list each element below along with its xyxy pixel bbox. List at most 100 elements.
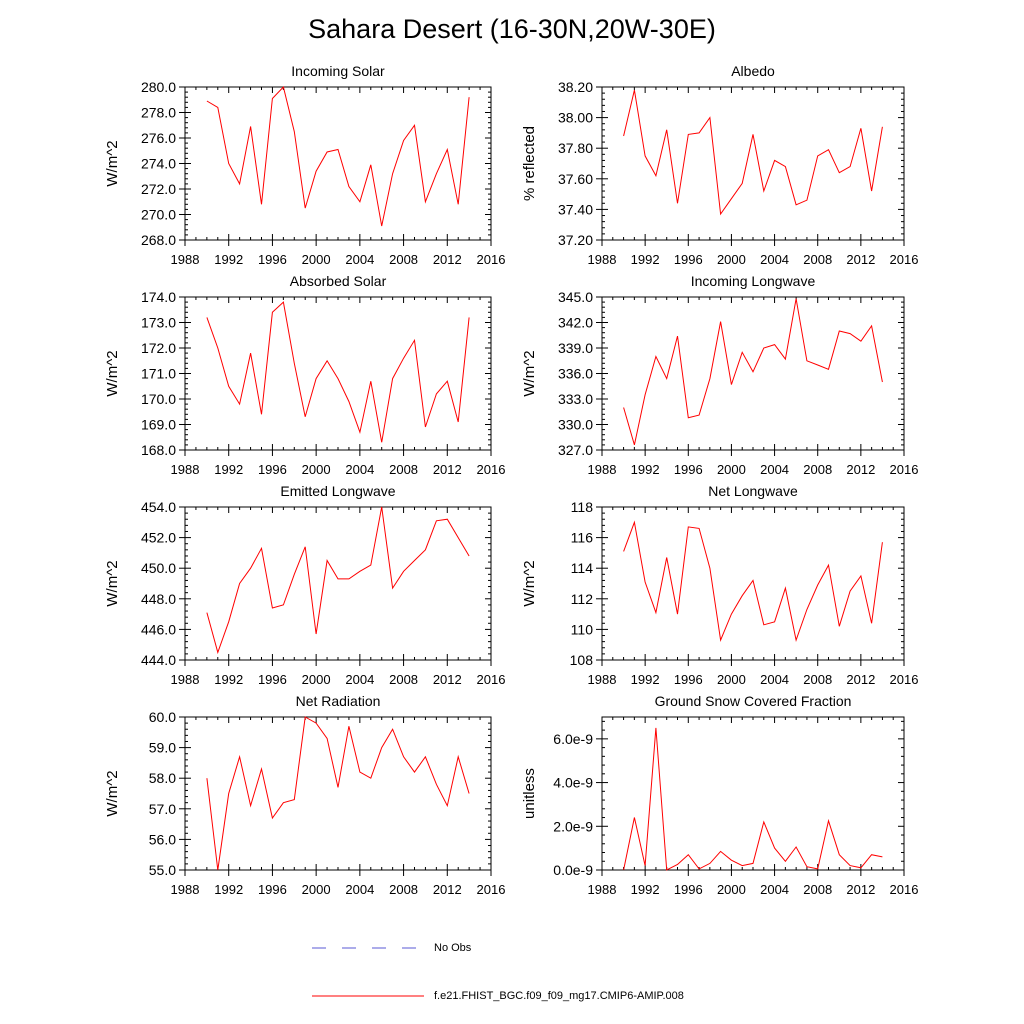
x-tick-label: 1996 bbox=[674, 672, 703, 687]
x-tick-label: 2012 bbox=[846, 672, 875, 687]
legend-label-no-obs: No Obs bbox=[434, 942, 472, 954]
x-tick-label: 2000 bbox=[302, 462, 331, 477]
x-tick-label: 1996 bbox=[674, 252, 703, 267]
series-line-1 bbox=[206, 85, 470, 227]
x-tick-label: 2004 bbox=[345, 882, 374, 897]
y-axis-label: W/m^2 bbox=[521, 560, 538, 606]
x-tick-label: 2008 bbox=[389, 252, 418, 267]
y-tick-label: 168.0 bbox=[141, 442, 176, 458]
legend-label-model: f.e21.FHIST_BGC.f09_f09_mg17.CMIP6-AMIP.… bbox=[434, 990, 684, 1002]
y-tick-label: 336.0 bbox=[558, 366, 593, 382]
chart-panel-5: 1988 1992 1996 2000 2004 2008 2012 2016 444.0 446… bbox=[104, 483, 505, 687]
x-tick-label: 1996 bbox=[258, 252, 287, 267]
y-tick-label: 59.0 bbox=[149, 740, 176, 756]
y-axis-label: W/m^2 bbox=[104, 140, 121, 186]
chart-panel-1: 1988 1992 1996 2000 2004 2008 2012 2016 268.0 270… bbox=[104, 63, 505, 267]
y-tick-label: 272.0 bbox=[141, 181, 176, 197]
x-tick-label: 2016 bbox=[890, 252, 919, 267]
x-tick-label: 1992 bbox=[631, 882, 660, 897]
plot-frame bbox=[184, 86, 492, 241]
y-tick-label: 108 bbox=[570, 652, 594, 668]
plot-frame bbox=[601, 506, 905, 661]
y-tick-label: 60.0 bbox=[149, 709, 176, 725]
y-tick-label: 276.0 bbox=[141, 130, 176, 146]
y-tick-label: 4.0e-9 bbox=[553, 775, 593, 791]
y-tick-label: 37.60 bbox=[558, 171, 593, 187]
y-axis-label: W/m^2 bbox=[104, 770, 121, 816]
y-tick-label: 333.0 bbox=[558, 391, 593, 407]
x-tick-label: 1996 bbox=[258, 882, 287, 897]
legend-swatch-solid bbox=[312, 995, 424, 997]
x-tick-label: 1988 bbox=[171, 462, 200, 477]
y-axis-label: W/m^2 bbox=[104, 350, 121, 396]
series-line-1 bbox=[206, 506, 470, 655]
y-tick-label: 57.0 bbox=[149, 801, 176, 817]
x-tick-label: 2004 bbox=[760, 672, 789, 687]
legend-item-model: f.e21.FHIST_BGC.f09_f09_mg17.CMIP6-AMIP.… bbox=[312, 990, 684, 1002]
x-tick-label: 2008 bbox=[803, 882, 832, 897]
x-tick-label: 2012 bbox=[846, 462, 875, 477]
panel-title: Ground Snow Covered Fraction bbox=[655, 693, 852, 709]
legend-swatch-dashed bbox=[312, 947, 424, 949]
y-tick-label: 446.0 bbox=[141, 621, 176, 637]
y-tick-label: 169.0 bbox=[141, 417, 176, 433]
plot-frame bbox=[601, 716, 905, 871]
plot-frame bbox=[184, 296, 492, 451]
legend-item-no-obs: No Obs bbox=[312, 942, 471, 954]
y-tick-label: 172.0 bbox=[141, 340, 176, 356]
y-tick-label: 6.0e-9 bbox=[553, 731, 593, 747]
chart-panel-7: 1988 1992 1996 2000 2004 2008 2012 2016 55.0 56.0… bbox=[104, 693, 505, 897]
y-tick-label: 270.0 bbox=[141, 207, 176, 223]
panel-title: Incoming Solar bbox=[291, 63, 385, 79]
plot-frame bbox=[184, 716, 492, 871]
y-axis-label: % reflected bbox=[521, 126, 538, 201]
x-tick-label: 2000 bbox=[302, 672, 331, 687]
series-line-1 bbox=[623, 520, 883, 642]
x-tick-label: 2008 bbox=[803, 252, 832, 267]
y-tick-label: 339.0 bbox=[558, 340, 593, 356]
y-tick-label: 173.0 bbox=[141, 315, 176, 331]
x-tick-label: 2008 bbox=[389, 882, 418, 897]
chart-panel-4: 1988 1992 1996 2000 2004 2008 2012 2016 327.0 330… bbox=[521, 273, 918, 477]
x-tick-label: 2004 bbox=[345, 672, 374, 687]
y-tick-label: 444.0 bbox=[141, 652, 176, 668]
y-tick-label: 116 bbox=[571, 530, 594, 546]
x-tick-label: 2016 bbox=[477, 252, 506, 267]
x-tick-label: 2012 bbox=[433, 462, 462, 477]
panel-title: Emitted Longwave bbox=[280, 483, 395, 499]
y-tick-label: 448.0 bbox=[141, 591, 176, 607]
series-line-1 bbox=[623, 89, 883, 216]
panel-title: Net Longwave bbox=[708, 483, 798, 499]
y-tick-label: 327.0 bbox=[558, 442, 593, 458]
y-tick-label: 171.0 bbox=[141, 366, 176, 382]
x-tick-label: 2000 bbox=[717, 882, 746, 897]
y-tick-label: 110 bbox=[571, 621, 594, 637]
y-tick-label: 37.40 bbox=[558, 201, 593, 217]
chart-panel-8: 1988 1992 1996 2000 2004 2008 2012 2016 0.0e-9 2.… bbox=[521, 693, 918, 897]
y-tick-label: 330.0 bbox=[558, 417, 593, 433]
plot-frame bbox=[184, 506, 492, 661]
x-tick-label: 2012 bbox=[846, 882, 875, 897]
y-tick-label: 118 bbox=[571, 499, 594, 515]
x-tick-label: 1996 bbox=[674, 462, 703, 477]
x-tick-label: 2012 bbox=[846, 252, 875, 267]
x-tick-label: 1992 bbox=[631, 672, 660, 687]
chart-panel-6: 1988 1992 1996 2000 2004 2008 2012 2016 108 110 11… bbox=[521, 483, 918, 687]
x-tick-label: 2008 bbox=[389, 462, 418, 477]
y-tick-label: 0.0e-9 bbox=[553, 862, 593, 878]
x-tick-label: 1988 bbox=[171, 882, 200, 897]
series-line-1 bbox=[206, 301, 470, 443]
panel-title: Albedo bbox=[731, 63, 775, 79]
y-tick-label: 452.0 bbox=[141, 530, 176, 546]
panel-title: Incoming Longwave bbox=[691, 273, 816, 289]
panel-title: Absorbed Solar bbox=[290, 273, 387, 289]
x-tick-label: 2004 bbox=[760, 882, 789, 897]
y-tick-label: 268.0 bbox=[141, 232, 176, 248]
y-tick-label: 345.0 bbox=[558, 289, 593, 305]
x-tick-label: 2016 bbox=[890, 672, 919, 687]
x-tick-label: 2000 bbox=[717, 252, 746, 267]
x-tick-label: 1992 bbox=[631, 252, 660, 267]
x-tick-label: 1996 bbox=[258, 672, 287, 687]
y-axis-label: W/m^2 bbox=[521, 350, 538, 396]
